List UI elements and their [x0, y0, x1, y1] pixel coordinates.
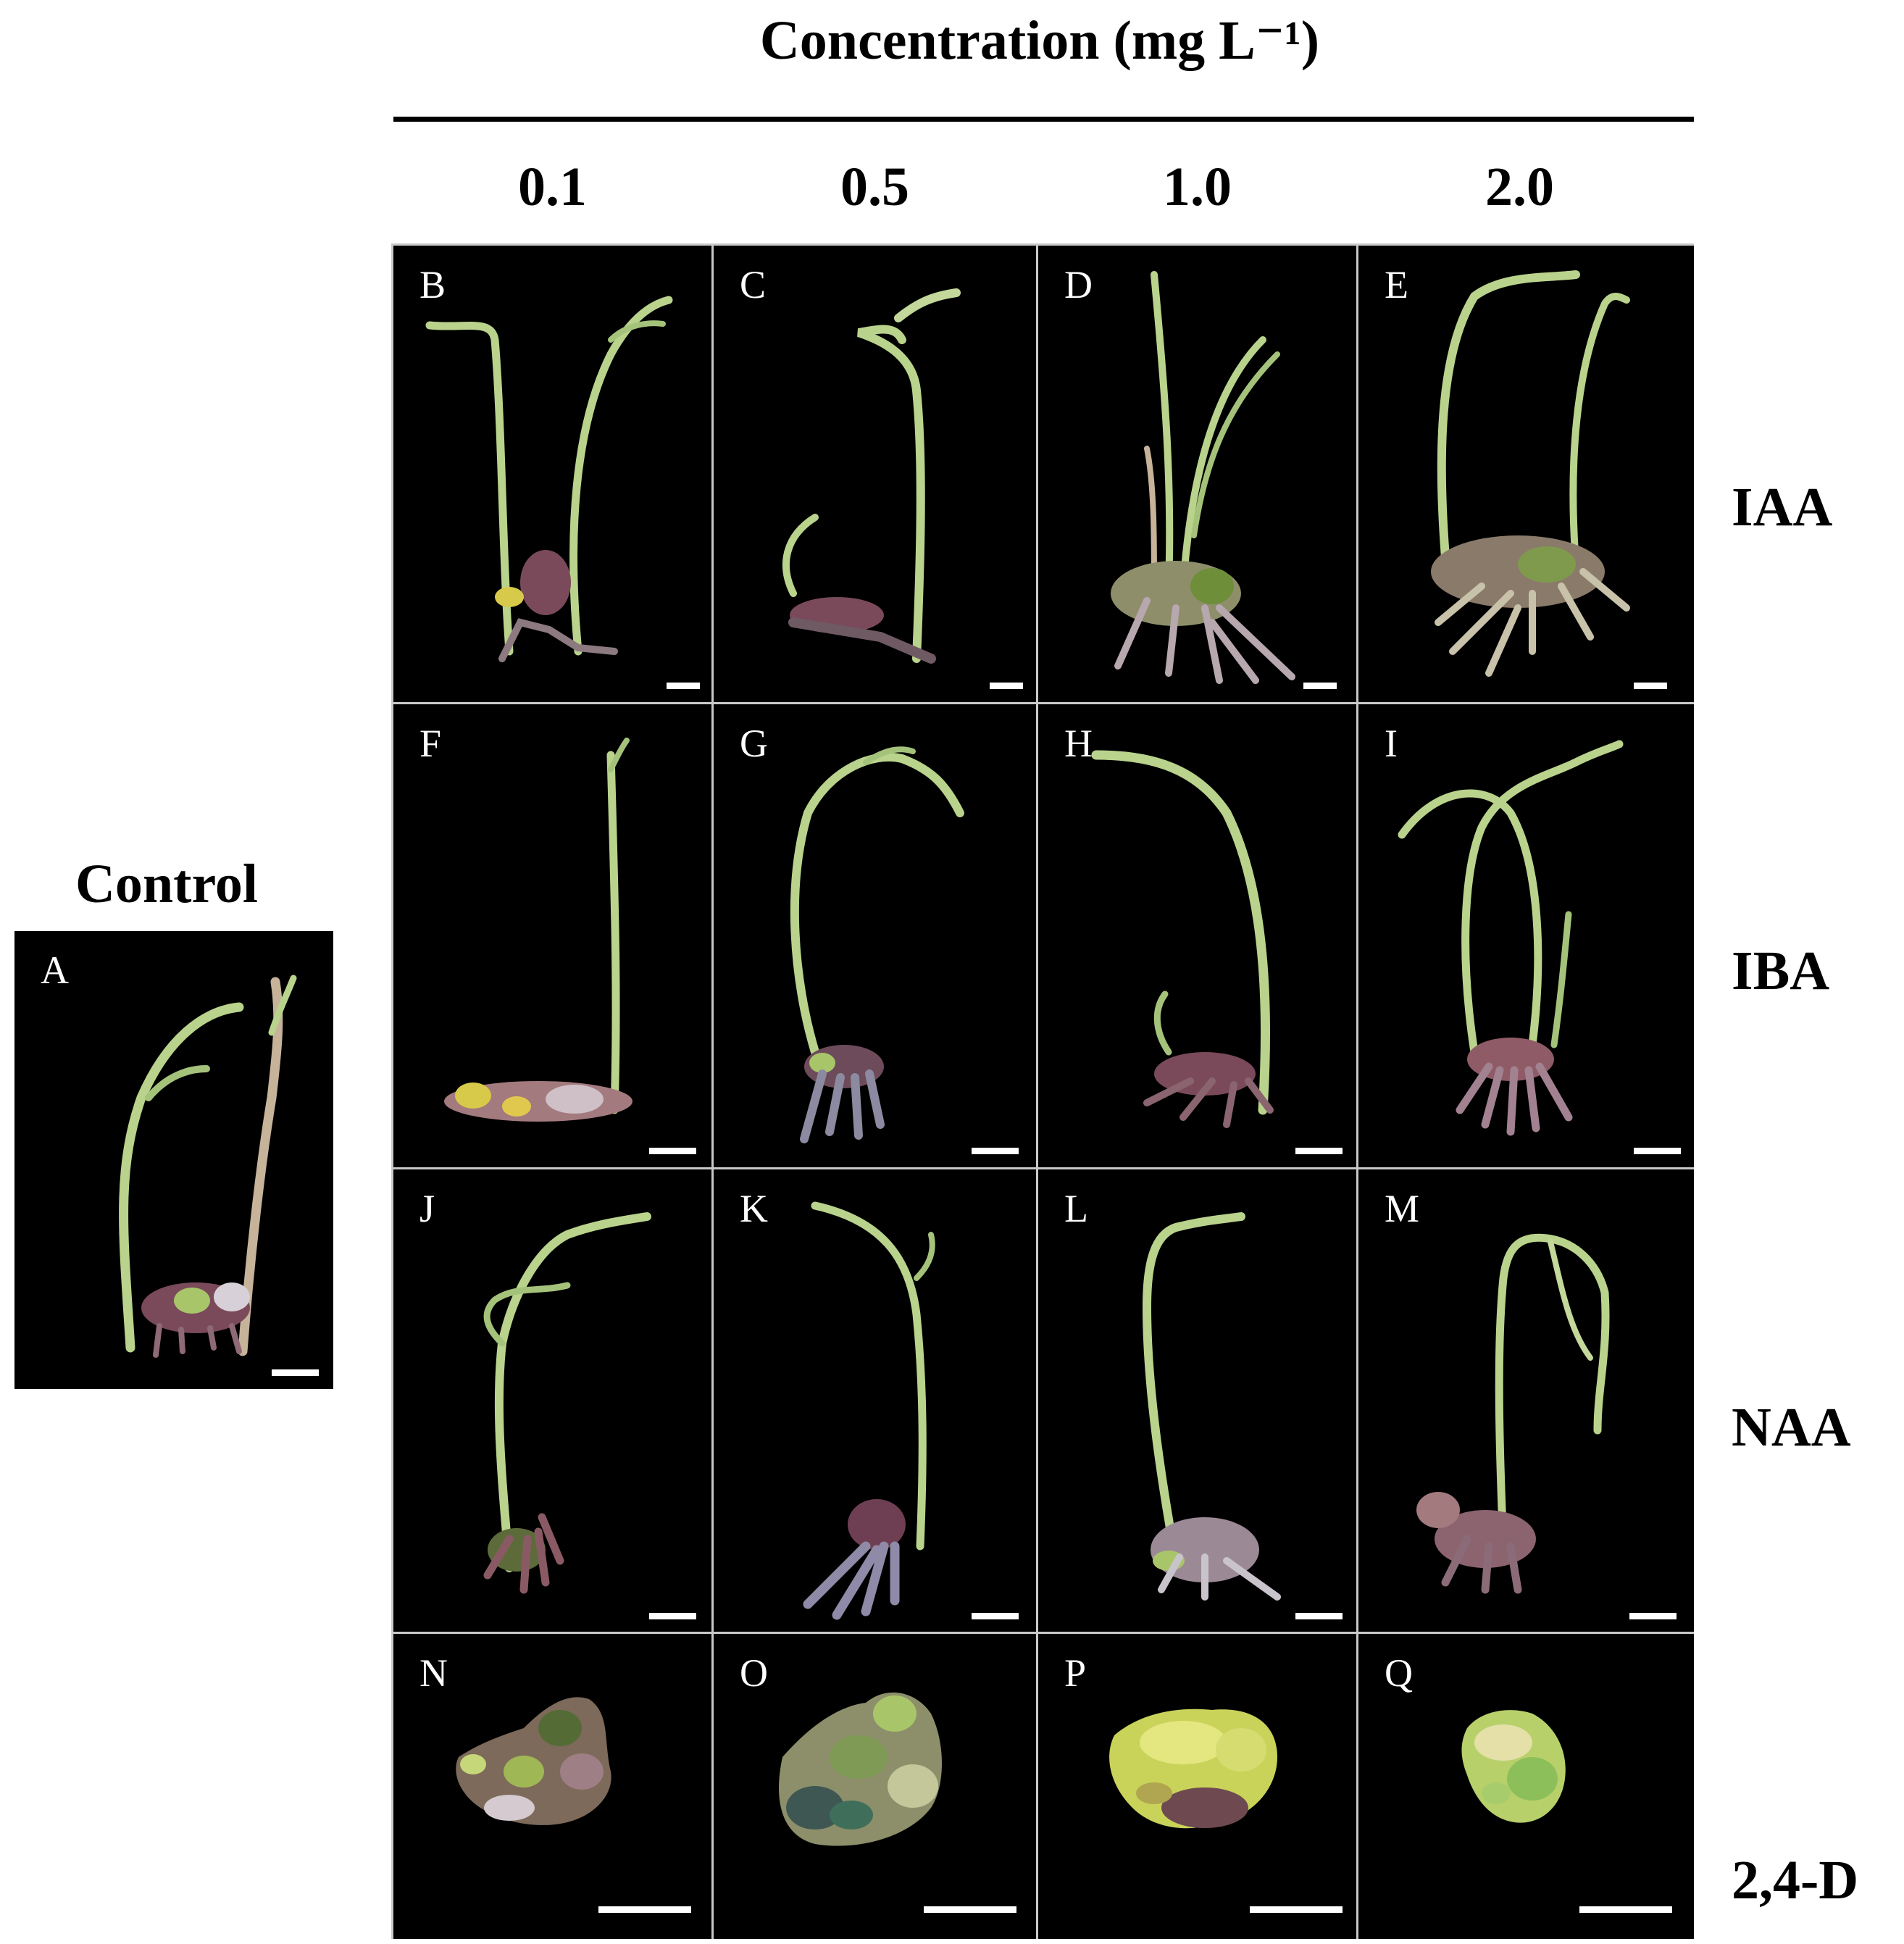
plantlet-image: [119, 975, 297, 1358]
scale-bar: [1295, 1613, 1343, 1619]
scale-bar: [1250, 1906, 1343, 1913]
scale-bar: [1295, 1148, 1343, 1154]
scale-bar: [649, 1613, 696, 1619]
scale-bar: [649, 1148, 696, 1154]
panel-letter: C: [740, 263, 767, 306]
panel-g-iba-0-5: G: [714, 704, 1036, 1167]
plantlet-image: [483, 1212, 651, 1594]
panel-letter: J: [419, 1187, 435, 1230]
panel-letter: P: [1064, 1651, 1087, 1695]
panel-j-naa-0-1: J: [393, 1169, 711, 1632]
panel-n-24d-0-1: N: [393, 1634, 711, 1939]
row-label-iba: IBA: [1732, 940, 1830, 1001]
scale-bar: [972, 1148, 1019, 1154]
plantlet-image: [425, 296, 673, 662]
panel-f-iba-0-1: F: [393, 704, 711, 1167]
panel-i-iba-2-0: I: [1358, 704, 1694, 1167]
panel-letter: N: [419, 1651, 448, 1695]
scale-bar: [1579, 1906, 1672, 1913]
scale-bar: [924, 1906, 1016, 1913]
panel-letter: H: [1064, 722, 1093, 765]
scale-bar: [1634, 683, 1667, 689]
row-label-iaa: IAA: [1732, 477, 1833, 538]
panel-k-naa-0-5: K: [714, 1169, 1036, 1632]
panel-m-naa-2-0: M: [1358, 1169, 1694, 1632]
panel-l-naa-1-0: L: [1038, 1169, 1356, 1632]
control-label: Control: [75, 854, 258, 914]
panel-letter: L: [1064, 1187, 1088, 1230]
scale-bar: [1629, 1613, 1677, 1619]
panel-letter: M: [1385, 1187, 1420, 1230]
plantlet-image: [1398, 740, 1624, 1136]
plantlet-image: [782, 288, 961, 664]
panel-letter: G: [740, 722, 768, 765]
row-label-naa: NAA: [1732, 1397, 1851, 1458]
plantlet-image: [1431, 270, 1630, 677]
scale-bar: [1634, 1148, 1681, 1154]
callus-image: [456, 1697, 611, 1825]
row-label-24d: 2,4-D: [1732, 1850, 1859, 1911]
panel-d-iaa-1-0: D: [1038, 246, 1356, 702]
plantlet-image: [1416, 1233, 1610, 1594]
panel-q-24d-2-0: Q: [1358, 1634, 1694, 1939]
panel-letter: E: [1385, 263, 1408, 306]
panel-o-24d-0-5: O: [714, 1634, 1036, 1939]
panel-e-iaa-2-0: E: [1358, 246, 1694, 702]
panel-letter: B: [419, 263, 446, 306]
panel-a-control: A: [14, 931, 333, 1389]
title-rule: [393, 117, 1694, 122]
scale-bar: [1303, 683, 1337, 689]
panel-b-iaa-0-1: B: [393, 246, 711, 702]
panel-h-iba-1-0: H: [1038, 704, 1356, 1167]
panel-c-iaa-0-5: C: [714, 246, 1036, 702]
callus-image: [1109, 1709, 1277, 1829]
panel-letter: A: [41, 948, 69, 992]
scale-bar: [972, 1613, 1019, 1619]
column-label-0-1: 0.1: [518, 157, 587, 217]
column-label-1-0: 1.0: [1163, 157, 1232, 217]
plantlet-image: [1142, 1212, 1281, 1601]
panel-p-24d-1-0: P: [1038, 1634, 1356, 1939]
column-label-2-0: 2.0: [1485, 157, 1554, 217]
figure-title: Concentration (mg L⁻¹): [759, 10, 1320, 71]
callus-image: [779, 1692, 942, 1846]
panel-letter: F: [419, 722, 442, 765]
scale-bar: [990, 683, 1023, 689]
scale-bar: [598, 1906, 691, 1913]
panel-letter: K: [740, 1187, 768, 1230]
callus-image: [1461, 1710, 1566, 1823]
panel-letter: Q: [1385, 1651, 1413, 1695]
plantlet-image: [803, 1201, 935, 1620]
plantlet-image: [444, 738, 632, 1122]
column-label-0-5: 0.5: [840, 157, 909, 217]
scale-bar: [272, 1369, 319, 1376]
panel-letter: D: [1064, 263, 1093, 306]
panel-letter: I: [1385, 722, 1398, 765]
plantlet-image: [1091, 750, 1274, 1128]
panel-letter: O: [740, 1651, 768, 1695]
plantlet-image: [1111, 271, 1295, 684]
scale-bar: [667, 683, 700, 689]
plantlet-image: [790, 746, 964, 1143]
